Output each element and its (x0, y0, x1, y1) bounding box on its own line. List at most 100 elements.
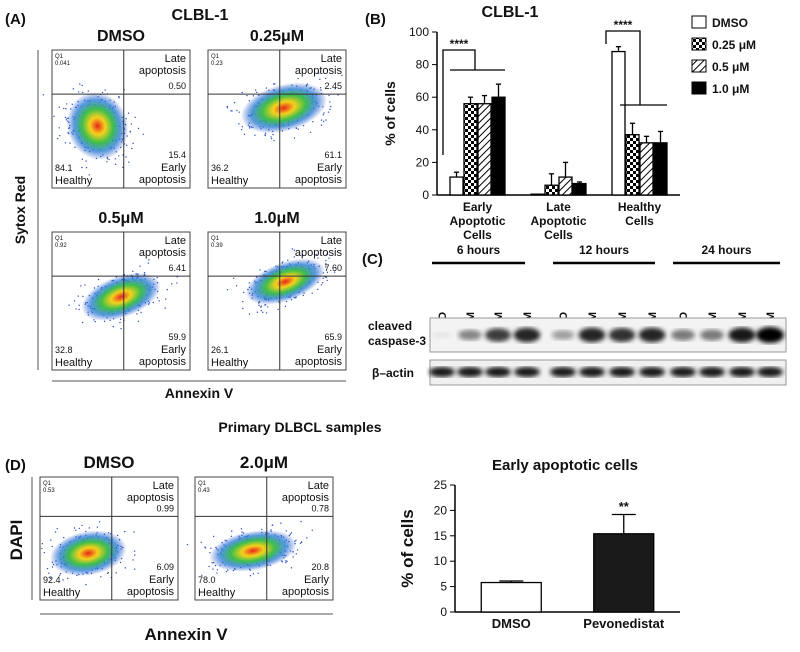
row-label: β–actin (372, 366, 414, 380)
event-dot (321, 281, 324, 284)
panel-title: CLBL-1 (172, 7, 229, 24)
axis-label: DAPI (7, 520, 26, 561)
density-cloud (81, 272, 161, 321)
event-dot (156, 297, 159, 299)
event-dot (216, 569, 219, 571)
event-dot (325, 77, 327, 80)
event-dot (231, 530, 233, 532)
event-dot (299, 542, 302, 544)
event-dot (272, 133, 274, 136)
event-dot (300, 541, 303, 543)
event-dot (325, 253, 328, 256)
band (699, 367, 725, 377)
legend-label: 0.5 μM (712, 60, 749, 74)
quadrant-name: Early apoptosis (127, 574, 175, 598)
band (550, 367, 576, 377)
event-dot (46, 567, 49, 570)
event-dot (330, 105, 332, 108)
bar (611, 50, 626, 196)
event-dot (272, 83, 275, 85)
event-dot (73, 527, 76, 529)
event-dot (124, 567, 126, 569)
event-dot (325, 276, 328, 279)
event-dot (329, 108, 331, 111)
time-label: 24 hours (701, 243, 751, 257)
event-dot (309, 131, 312, 134)
flow-plot (207, 49, 347, 189)
quadrant-name: Early apoptosis (139, 344, 187, 368)
event-dot (118, 97, 120, 99)
event-dot (65, 119, 68, 121)
event-dot (130, 123, 133, 125)
event-dot (75, 529, 77, 531)
y-tick-label: 25 (434, 478, 448, 492)
bar (463, 103, 478, 196)
event-dot (320, 124, 323, 126)
event-dot (114, 163, 117, 166)
event-dot (156, 276, 158, 279)
event-dot (280, 522, 282, 524)
quadrant-value: 7.60 (324, 263, 342, 273)
event-dot (57, 137, 59, 140)
event-dot (79, 83, 81, 85)
event-dot (226, 107, 229, 109)
event-dot (241, 126, 244, 128)
event-dot (133, 550, 136, 552)
event-dot (270, 137, 273, 140)
quadrant-value: 0.78 (311, 503, 329, 513)
event-dot (333, 271, 336, 273)
event-dot (51, 545, 53, 548)
event-dot (306, 537, 308, 539)
event-dot (328, 94, 330, 97)
event-dot (87, 90, 90, 92)
band (514, 367, 540, 377)
quadrant-value: 0.23 (211, 61, 223, 67)
event-dot (129, 130, 132, 133)
event-dot (265, 87, 268, 89)
legend-label: 0.25 μM (712, 38, 756, 52)
event-dot (132, 142, 134, 145)
event-dot (334, 88, 336, 90)
time-label: 6 hours (457, 243, 501, 257)
event-dot (104, 89, 106, 91)
event-dot (106, 161, 108, 163)
band (757, 367, 783, 377)
event-dot (148, 259, 150, 261)
density-cloud (245, 258, 325, 305)
event-dot (216, 572, 218, 574)
event-dot (78, 304, 80, 307)
band (551, 330, 575, 340)
event-dot (290, 532, 293, 534)
band (670, 367, 696, 377)
panel-label: (C) (362, 251, 383, 268)
event-dot (81, 166, 83, 169)
panel-title: Primary DLBCL samples (218, 419, 381, 435)
event-dot (58, 127, 60, 129)
band (579, 367, 605, 377)
event-dot (63, 107, 65, 110)
quadrant-name: Healthy (55, 357, 93, 369)
event-dot (81, 524, 83, 527)
event-dot (287, 259, 289, 261)
event-dot (285, 560, 287, 562)
y-tick-label: 15 (434, 529, 448, 543)
quadrant-name: Q1 (211, 54, 220, 60)
significance-label: **** (614, 18, 633, 32)
quadrant-name: Q1 (55, 54, 64, 60)
quadrant-name: Q1 (55, 236, 64, 242)
event-dot (301, 255, 303, 257)
event-dot (226, 289, 229, 291)
event-dot (300, 520, 302, 523)
event-dot (322, 277, 325, 279)
significance-bracket (442, 49, 505, 155)
event-dot (139, 265, 141, 267)
event-dot (200, 541, 203, 543)
event-dot (65, 108, 67, 110)
event-dot (77, 295, 79, 297)
event-dot (290, 567, 293, 569)
event-dot (334, 266, 337, 269)
event-dot (252, 573, 255, 575)
plot-title: DMSO (84, 453, 135, 472)
legend-swatch (691, 81, 707, 95)
legend-label: 1.0 μM (712, 82, 749, 96)
